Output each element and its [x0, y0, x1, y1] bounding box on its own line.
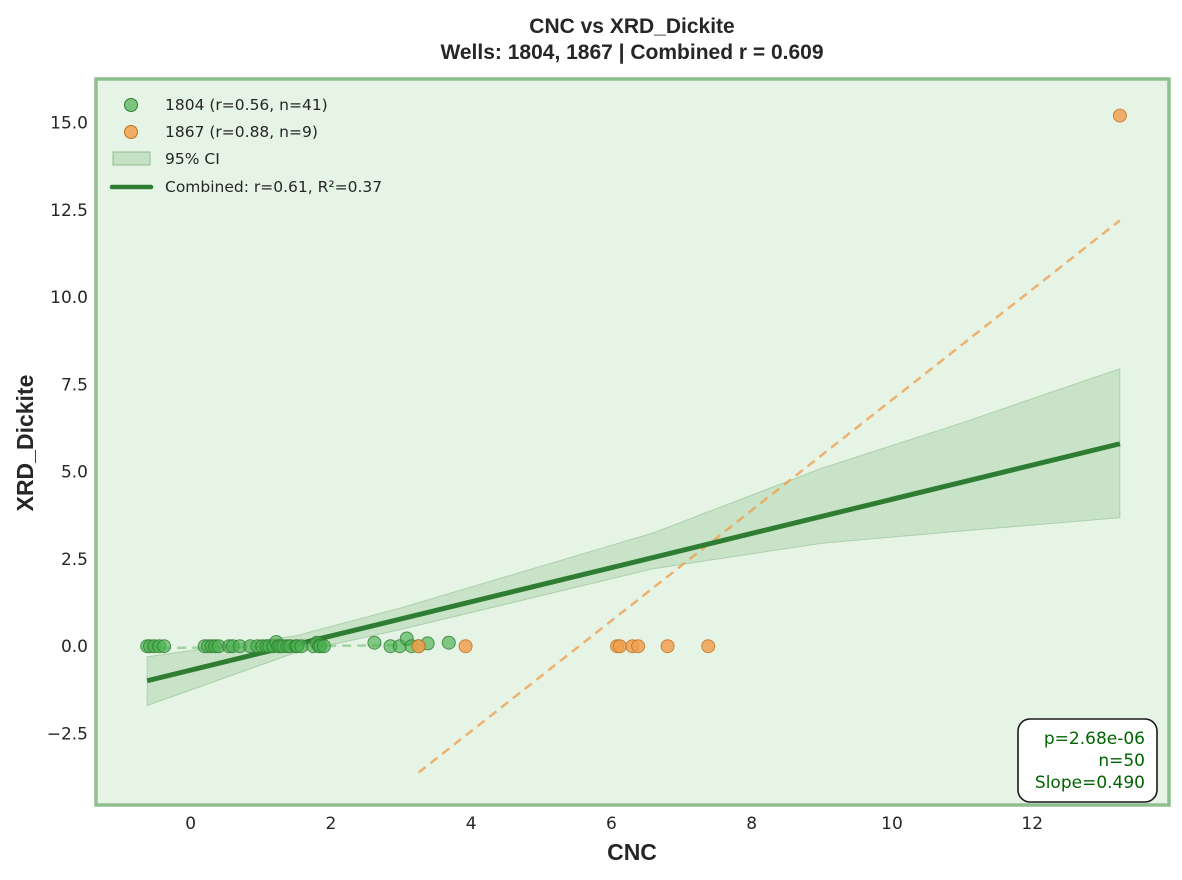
x-axis-label: CNC — [607, 839, 657, 865]
y-tick-label: −2.5 — [47, 724, 88, 744]
x-tick-label: 0 — [185, 814, 196, 834]
x-tick-label: 4 — [466, 814, 477, 834]
legend-label-combined: Combined: r=0.61, R²=0.37 — [165, 178, 382, 196]
point-1867 — [660, 639, 675, 654]
point-1804 — [441, 635, 456, 650]
ticks-layer: 0 2 4 6 8 10 12 −2.5 0.0 2.5 5.0 7.5 10.0 12.5 15.0 — [47, 114, 1043, 834]
stats-box: p=2.68e-06 n=50 Slope=0.490 — [1017, 718, 1158, 803]
x-tick-label: 10 — [881, 814, 903, 834]
point-1867 — [458, 639, 473, 654]
stats-p-value: p=2.68e-06 — [1044, 729, 1145, 749]
fit-line-1867 — [417, 219, 1121, 774]
y-tick-label: 7.5 — [61, 375, 88, 395]
plot-area — [96, 79, 1169, 805]
stats-slope: Slope=0.490 — [1035, 773, 1145, 793]
y-tick-label: 5.0 — [61, 463, 88, 483]
y-tick-label: 15.0 — [50, 114, 88, 134]
legend-label-1867: 1867 (r=0.88, n=9) — [165, 123, 318, 141]
stats-box-frame — [1017, 718, 1158, 803]
y-tick-label: 12.5 — [50, 201, 88, 221]
point-1804 — [367, 635, 382, 650]
point-1867 — [701, 639, 716, 654]
y-axis-label: XRD_Dickite — [12, 375, 38, 512]
point-1804 — [157, 639, 171, 654]
y-tick-label: 2.5 — [61, 550, 88, 570]
point-1804 — [294, 639, 309, 654]
points-layer — [140, 108, 1127, 654]
y-tick-label: 0.0 — [61, 637, 88, 657]
point-1804 — [316, 639, 331, 654]
chart-title: CNC vs XRD_Dickite — [529, 15, 734, 38]
point-1867 — [612, 639, 627, 654]
x-tick-label: 6 — [606, 814, 617, 834]
legend-marker-1867 — [124, 125, 138, 139]
point-1867 — [1112, 108, 1127, 123]
legend-ci-swatch — [112, 151, 151, 166]
legend-marker-1804 — [124, 98, 138, 112]
legend: 1804 (r=0.56, n=41) 1867 (r=0.88, n=9) 9… — [109, 96, 382, 196]
point-1867 — [411, 639, 426, 654]
y-tick-label: 10.0 — [50, 288, 88, 308]
stats-n: n=50 — [1098, 751, 1145, 771]
x-tick-label: 2 — [326, 814, 337, 834]
legend-label-ci: 95% CI — [165, 150, 220, 168]
plot-frame — [94, 77, 1171, 807]
legend-label-1804: 1804 (r=0.56, n=41) — [165, 96, 328, 114]
point-1867 — [631, 639, 646, 654]
x-tick-label: 8 — [746, 814, 757, 834]
x-tick-label: 12 — [1021, 814, 1043, 834]
chart-subtitle: Wells: 1804, 1867 | Combined r = 0.609 — [440, 41, 823, 64]
